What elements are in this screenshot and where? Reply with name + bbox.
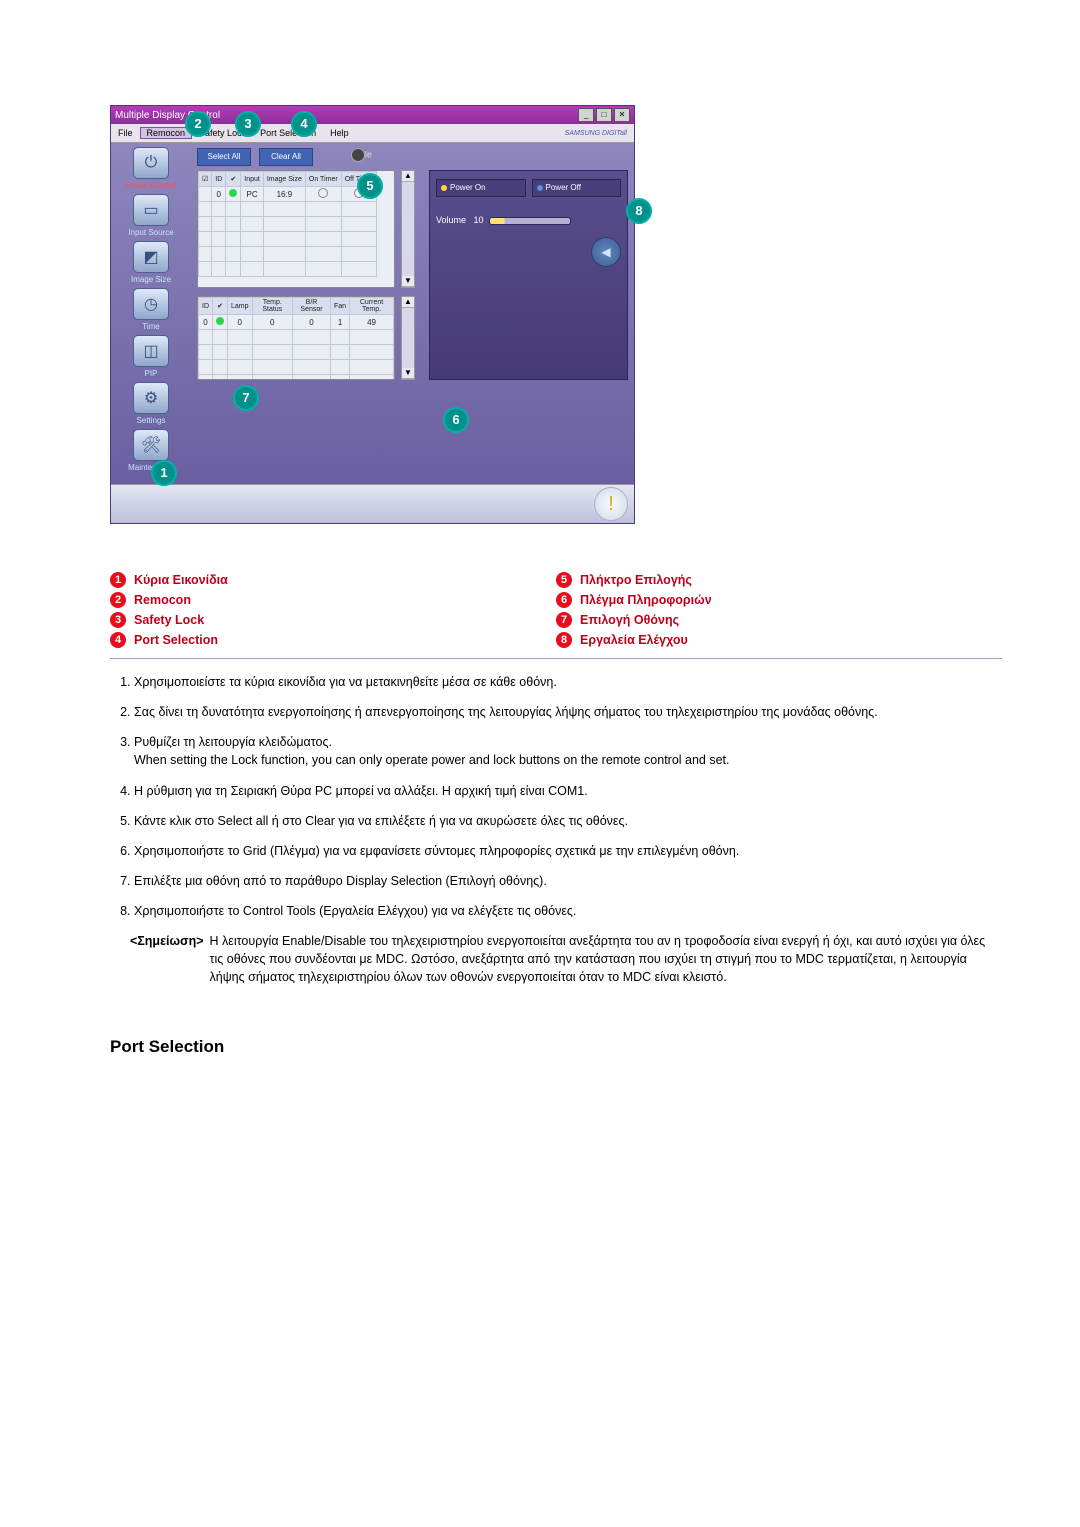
callout-2: 2 bbox=[185, 111, 211, 137]
description-7: Επιλέξτε μια οθόνη από το παράθυρο Displ… bbox=[134, 872, 1002, 890]
description-2: Σας δίνει τη δυνατότητα ενεργοποίησης ή … bbox=[134, 703, 1002, 721]
close-icon[interactable]: ✕ bbox=[614, 108, 630, 122]
window: Multiple Display Control _ □ ✕ File Remo… bbox=[110, 105, 635, 524]
callout-6: 6 bbox=[443, 407, 469, 433]
note: <Σημείωση> Η λειτουργία Enable/Disable τ… bbox=[110, 932, 1002, 986]
description-6: Χρησιμοποιήστε το Grid (Πλέγμα) για να ε… bbox=[134, 842, 1002, 860]
legend-item-6: 6Πλέγμα Πληροφοριών bbox=[556, 592, 1002, 608]
volume-slider[interactable] bbox=[489, 217, 571, 225]
volume-row: Volume 10 bbox=[436, 215, 621, 225]
image-size-icon: ◩ bbox=[133, 241, 169, 273]
menu-file[interactable]: File bbox=[111, 127, 140, 139]
app-screenshot: Multiple Display Control _ □ ✕ File Remo… bbox=[110, 105, 635, 524]
menu-help[interactable]: Help bbox=[323, 127, 356, 139]
legend-item-1: 1Κύρια Εικονίδια bbox=[110, 572, 556, 588]
description-5: Κάντε κλικ στο Select all ή στο Clear γι… bbox=[134, 812, 1002, 830]
legend-item-3: 3Safety Lock bbox=[110, 612, 556, 628]
sidebar-item-pip[interactable]: ◫PIP bbox=[111, 335, 191, 378]
bottom-table: ID✔LampTemp. StatusB/R SensorFanCurrent … bbox=[197, 296, 395, 380]
sidebar-item-maintenance[interactable]: 🛠Maintenance bbox=[111, 429, 191, 472]
description-4: Η ρύθμιση για τη Σειριακή Θύρα PC μπορεί… bbox=[134, 782, 1002, 800]
status-bar: ! bbox=[111, 484, 634, 523]
legend-item-5: 5Πλήκτρο Επιλογής bbox=[556, 572, 1002, 588]
legend-item-7: 7Επιλογή Οθόνης bbox=[556, 612, 1002, 628]
legend-item-4: 4Port Selection bbox=[110, 632, 556, 648]
select-all-button[interactable]: Select All bbox=[197, 148, 251, 166]
maximize-icon[interactable]: □ bbox=[596, 108, 612, 122]
note-label: <Σημείωση> bbox=[130, 932, 204, 986]
volume-label: Volume bbox=[436, 215, 466, 225]
volume-value: 10 bbox=[474, 215, 484, 225]
callout-8: 8 bbox=[626, 198, 652, 224]
menu-remocon[interactable]: Remocon bbox=[140, 127, 193, 139]
time-icon: ◷ bbox=[133, 288, 169, 320]
pip-icon: ◫ bbox=[133, 335, 169, 367]
settings-icon: ⚙ bbox=[133, 382, 169, 414]
description-3: Ρυθμίζει τη λειτουργία κλειδώματος.When … bbox=[134, 733, 1002, 769]
warning-icon: ! bbox=[594, 487, 628, 521]
brand-logo: SAMSUNG DIGITall bbox=[558, 129, 634, 138]
description-1: Χρησιμοποιείστε τα κύρια εικονίδια για ν… bbox=[134, 673, 1002, 691]
note-text: Η λειτουργία Enable/Disable του τηλεχειρ… bbox=[210, 932, 1002, 986]
sidebar-item-time[interactable]: ◷Time bbox=[111, 288, 191, 331]
callout-7: 7 bbox=[233, 385, 259, 411]
power-off-button[interactable]: Power Off bbox=[532, 179, 622, 197]
power-control-icon: ⏻ bbox=[133, 147, 169, 179]
sidebar-item-image-size[interactable]: ◩Image Size bbox=[111, 241, 191, 284]
clear-all-button[interactable]: Clear All bbox=[259, 148, 313, 166]
description-list: Χρησιμοποιείστε τα κύρια εικονίδια για ν… bbox=[110, 673, 1002, 920]
power-on-button[interactable]: Power On bbox=[436, 179, 526, 197]
section-heading: Port Selection bbox=[110, 1037, 1002, 1057]
minimize-icon[interactable]: _ bbox=[578, 108, 594, 122]
description-8: Χρησιμοποιήστε το Control Tools (Εργαλεί… bbox=[134, 902, 1002, 920]
callout-4: 4 bbox=[291, 111, 317, 137]
maintenance-icon: 🛠 bbox=[133, 429, 169, 461]
callout-5: 5 bbox=[357, 173, 383, 199]
legend-item-2: 2Remocon bbox=[110, 592, 556, 608]
legend-table: 1Κύρια Εικονίδια5Πλήκτρο Επιλογής2Remoco… bbox=[110, 572, 1002, 659]
sidebar-item-settings[interactable]: ⚙Settings bbox=[111, 382, 191, 425]
callout-3: 3 bbox=[235, 111, 261, 137]
speaker-icon[interactable]: ◀ bbox=[591, 237, 621, 267]
callout-1: 1 bbox=[151, 460, 177, 486]
input-source-icon: ▭ bbox=[133, 194, 169, 226]
sidebar-item-power-control[interactable]: ⏻Power Control bbox=[111, 147, 191, 190]
bottom-scrollbar[interactable]: ▲▼ bbox=[401, 296, 415, 380]
control-panel: Power On Power Off Volume 10 ◀ bbox=[429, 170, 628, 380]
record-indicator: le bbox=[351, 148, 372, 166]
legend-item-8: 8Εργαλεία Ελέγχου bbox=[556, 632, 1002, 648]
top-scrollbar[interactable]: ▲▼ bbox=[401, 170, 415, 288]
sidebar-item-input-source[interactable]: ▭Input Source bbox=[111, 194, 191, 237]
sidebar: ⏻Power Control▭Input Source◩Image Size◷T… bbox=[111, 143, 191, 484]
